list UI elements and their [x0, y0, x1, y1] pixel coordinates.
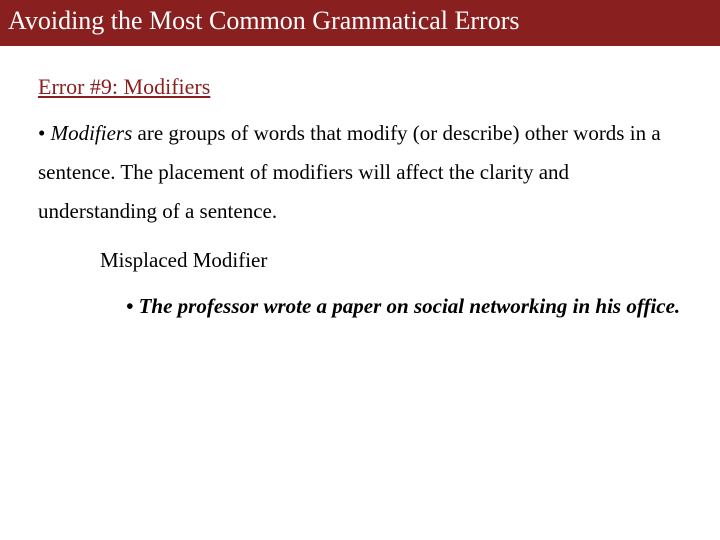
bullet: •	[38, 121, 45, 145]
error-subtitle: Error #9: Modifiers	[38, 74, 682, 100]
example-heading: Misplaced Modifier	[100, 241, 682, 280]
slide-title: Avoiding the Most Common Grammatical Err…	[8, 6, 520, 35]
example-text: The professor wrote a paper on social ne…	[133, 294, 680, 318]
lead-term: Modifiers	[51, 121, 133, 145]
slide-content: Error #9: Modifiers • Modifiers are grou…	[0, 46, 720, 326]
slide-title-bar: Avoiding the Most Common Grammatical Err…	[0, 0, 720, 46]
example-sentence: • The professor wrote a paper on social …	[126, 287, 682, 326]
definition-text: are groups of words that modify (or desc…	[38, 121, 661, 223]
definition-paragraph: • Modifiers are groups of words that mod…	[38, 114, 682, 231]
